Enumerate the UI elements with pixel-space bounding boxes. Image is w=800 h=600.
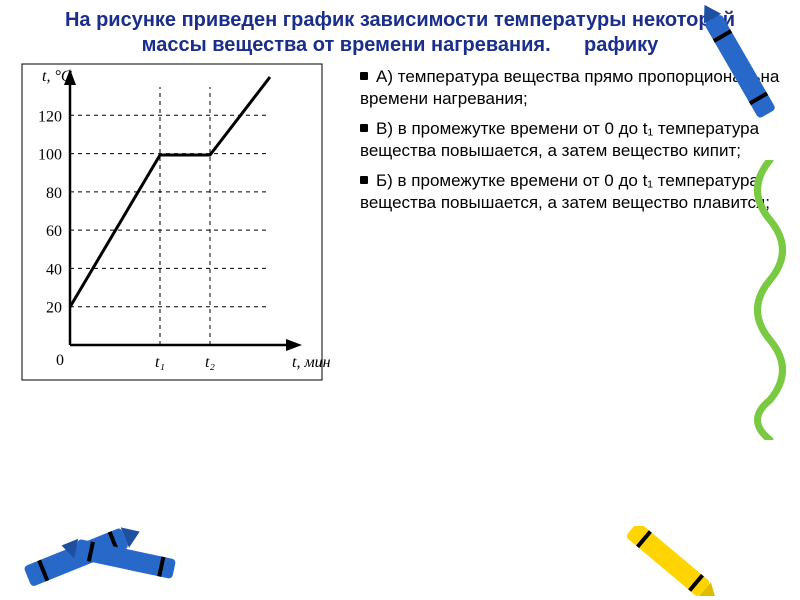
chart-container: 20 40 60 80 100 120 t₁ t₂ t, °C t, мин 0: [20, 62, 350, 392]
svg-text:0: 0: [56, 352, 64, 369]
bullet-icon: [360, 176, 368, 184]
svg-text:t, °C: t, °C: [42, 68, 72, 85]
svg-text:t₁: t₁: [155, 354, 165, 371]
svg-text:80: 80: [46, 185, 62, 202]
chart-svg: 20 40 60 80 100 120 t₁ t₂ t, °C t, мин 0: [20, 62, 330, 392]
content-row: 20406080100120t₁t₂t, °Ct, мин0 А) темпер…: [0, 62, 800, 392]
crayon-blue-top: [700, 0, 790, 150]
svg-text:40: 40: [46, 261, 62, 278]
bullet-icon: [360, 72, 368, 80]
title-fragment: рафику: [584, 34, 658, 56]
svg-text:120: 120: [38, 108, 62, 125]
answer-b: Б) в промежутке времени от 0 до t₁ темпе…: [360, 170, 780, 214]
crayon-yellow: [610, 526, 730, 596]
answer-text: Б) в промежутке времени от 0 до t₁ темпе…: [360, 171, 770, 212]
crayon-pair: [20, 500, 190, 600]
slide-title: На рисунке приведен график зависимости т…: [0, 0, 800, 62]
svg-text:60: 60: [46, 223, 62, 240]
svg-text:t, мин: t, мин: [292, 354, 330, 371]
bullet-icon: [360, 124, 368, 132]
squiggle-green: [740, 160, 800, 440]
svg-text:t₂: t₂: [205, 354, 215, 371]
svg-text:20: 20: [46, 300, 62, 317]
svg-text:100: 100: [38, 147, 62, 164]
